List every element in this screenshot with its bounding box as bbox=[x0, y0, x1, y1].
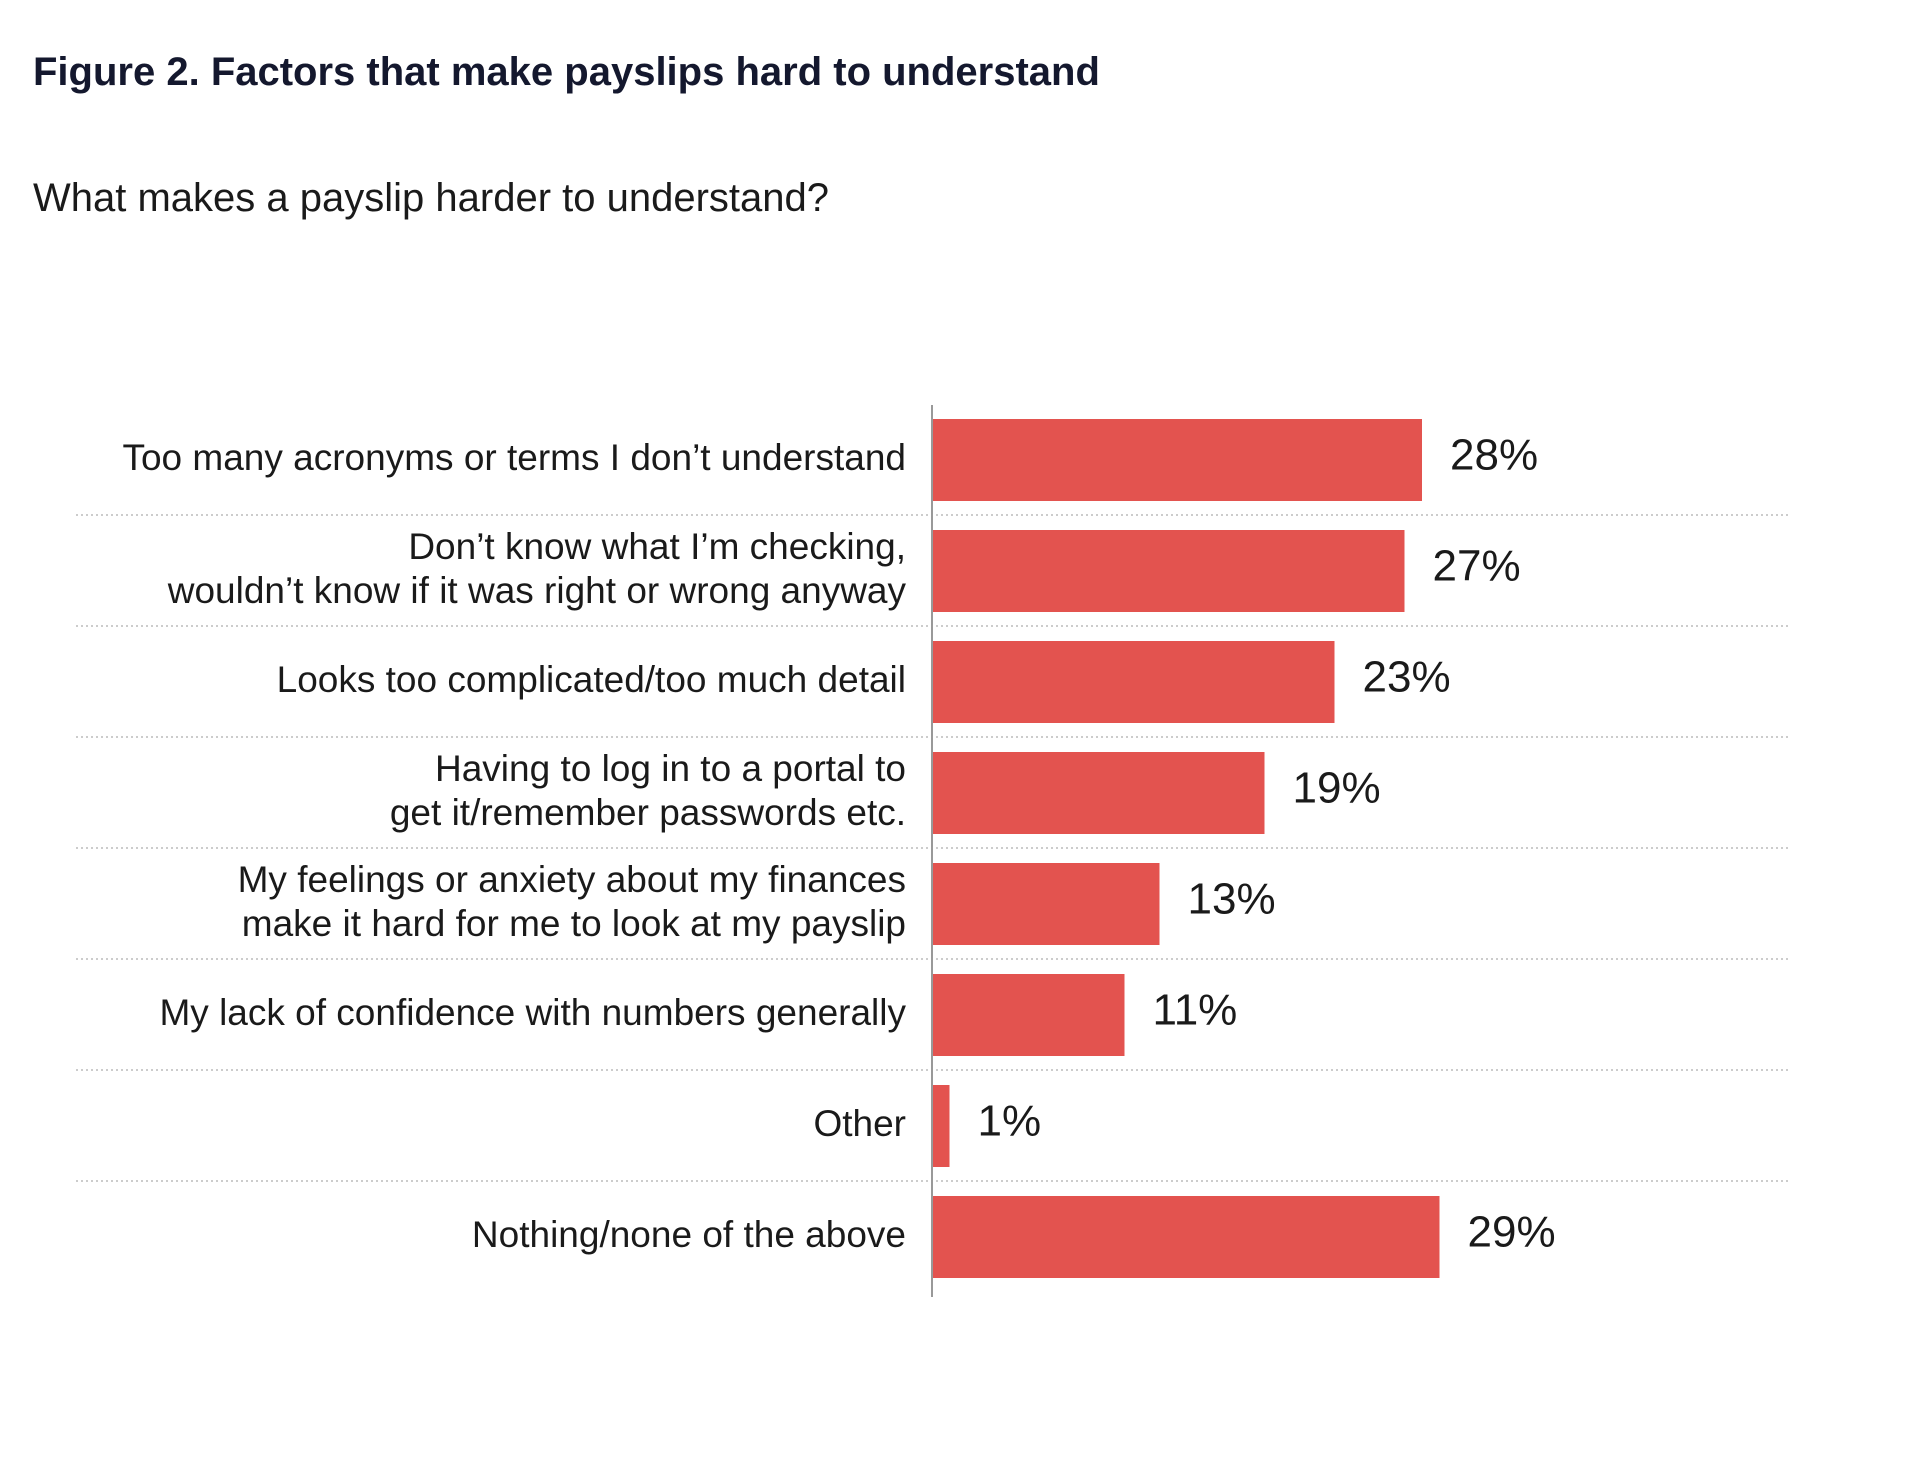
bar bbox=[932, 863, 1160, 945]
category-label: make it hard for me to look at my paysli… bbox=[242, 903, 906, 944]
bar bbox=[932, 419, 1422, 501]
data-label: 29% bbox=[1468, 1208, 1556, 1257]
category-label: wouldn’t know if it was right or wrong a… bbox=[167, 570, 907, 611]
data-label: 23% bbox=[1363, 653, 1451, 702]
category-label: Nothing/none of the above bbox=[472, 1214, 906, 1255]
figure-subtitle: What makes a payslip harder to understan… bbox=[33, 176, 829, 220]
data-label: 11% bbox=[1153, 986, 1238, 1035]
data-label: 19% bbox=[1293, 764, 1381, 813]
bar bbox=[932, 974, 1125, 1056]
data-label: 28% bbox=[1450, 431, 1538, 480]
bar bbox=[932, 1196, 1440, 1278]
category-label: Don’t know what I’m checking, bbox=[408, 526, 906, 567]
bar bbox=[932, 641, 1335, 723]
bar bbox=[932, 530, 1405, 612]
category-label: Other bbox=[813, 1103, 906, 1144]
category-label: Too many acronyms or terms I don’t under… bbox=[122, 437, 906, 478]
bar bbox=[932, 1085, 950, 1167]
data-label: 1% bbox=[978, 1097, 1042, 1146]
category-label: Looks too complicated/too much detail bbox=[277, 659, 906, 700]
category-label: My feelings or anxiety about my finances bbox=[238, 859, 906, 900]
figure-title: Figure 2. Factors that make payslips har… bbox=[33, 50, 1100, 94]
category-label: get it/remember passwords etc. bbox=[390, 792, 906, 833]
data-label: 13% bbox=[1188, 875, 1276, 924]
category-label: Having to log in to a portal to bbox=[435, 748, 906, 789]
bar bbox=[932, 752, 1265, 834]
data-label: 27% bbox=[1433, 542, 1521, 591]
category-label: My lack of confidence with numbers gener… bbox=[159, 992, 906, 1033]
